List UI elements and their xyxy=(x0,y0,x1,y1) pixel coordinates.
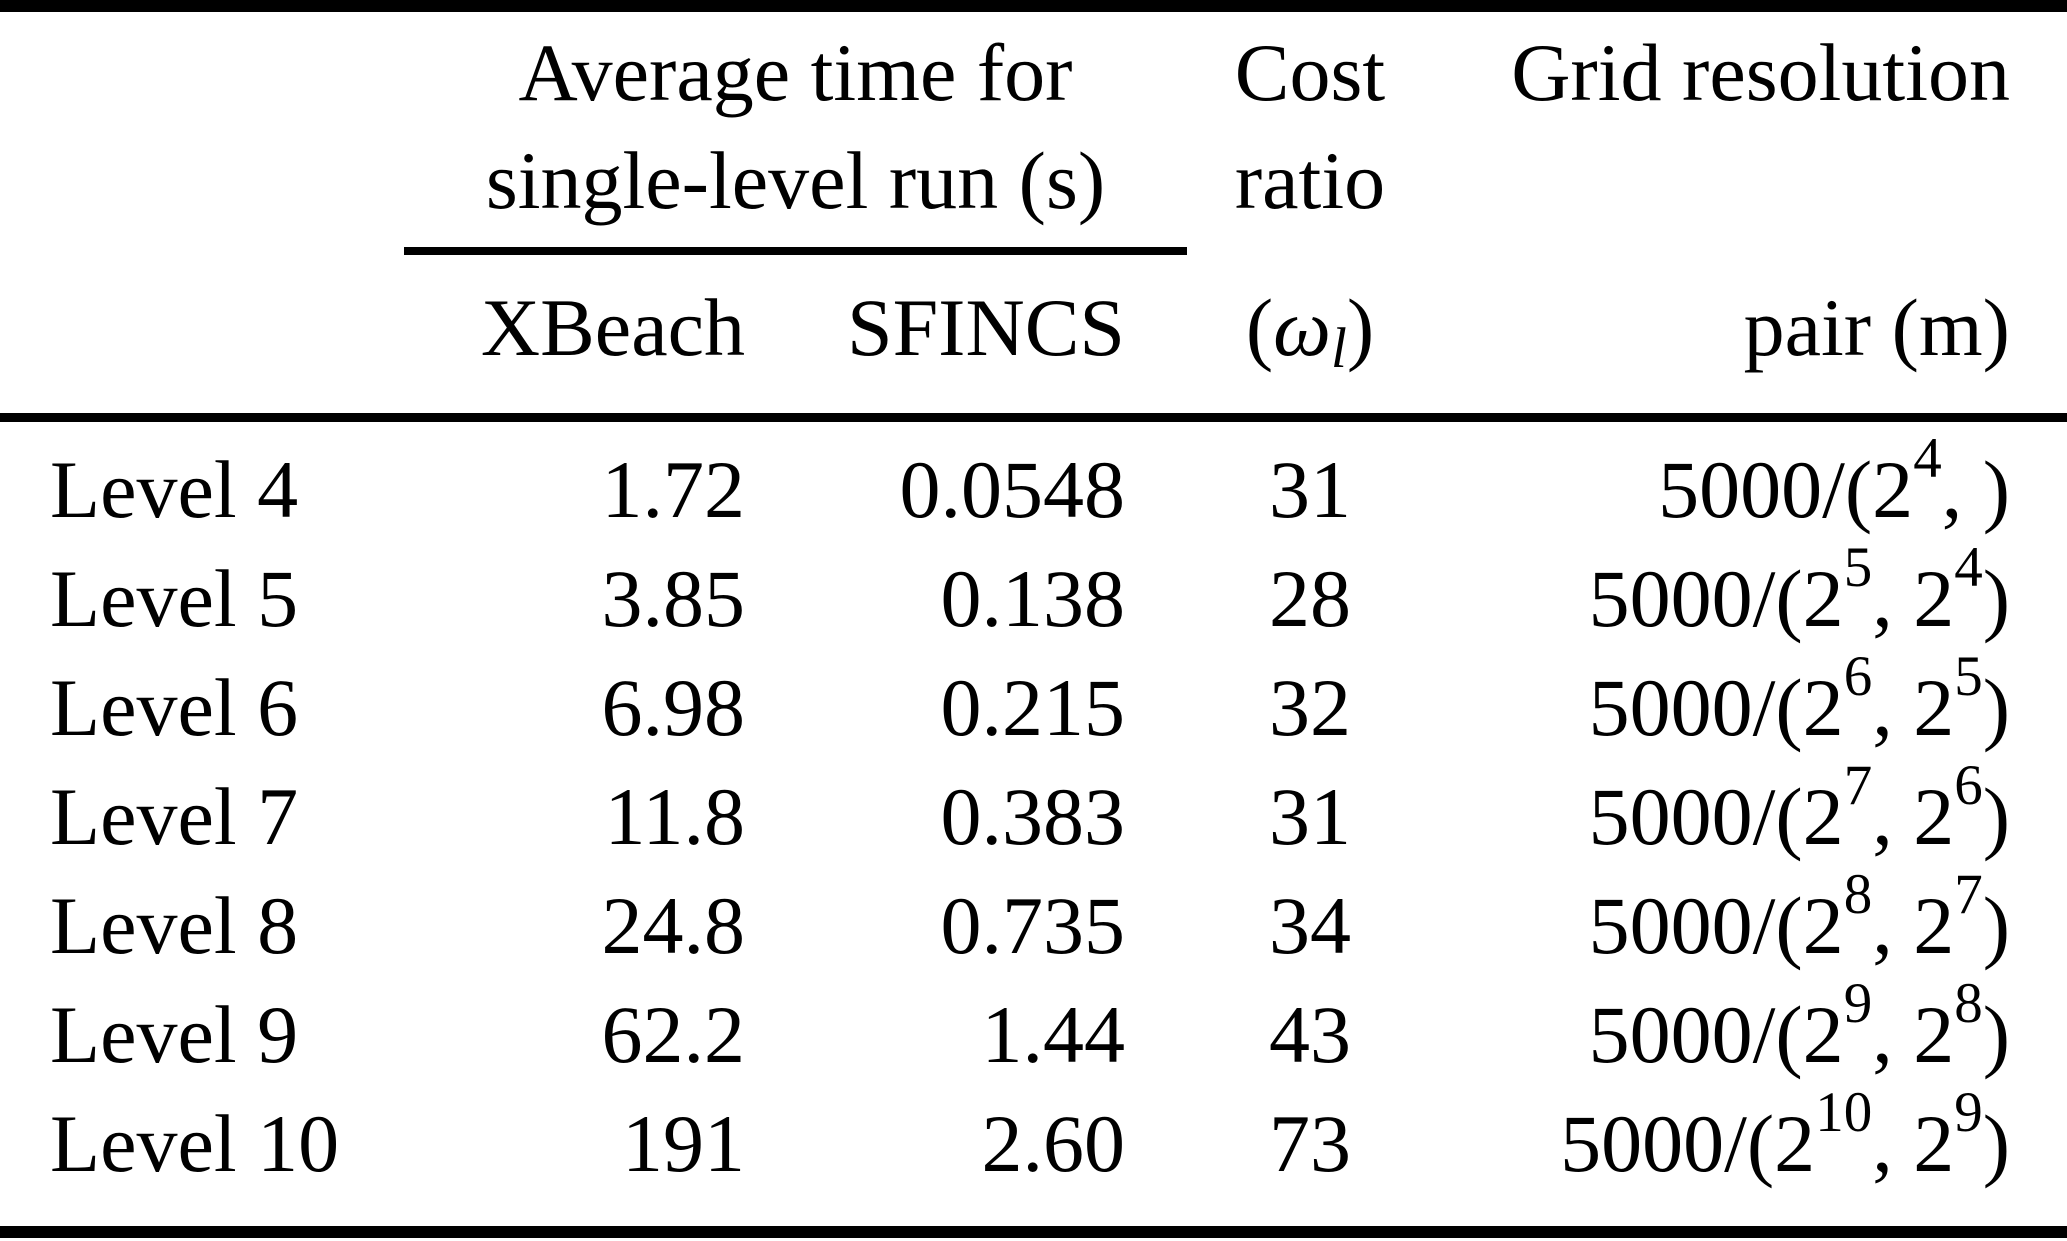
grid-mid: , 2 xyxy=(1872,662,1955,753)
cost-ratio-cell: 43 xyxy=(1269,989,1351,1080)
grid-mid: , 2 xyxy=(1872,771,1955,862)
level-cell: Level 6 xyxy=(50,662,299,753)
grid-mid: , 2 xyxy=(1872,1098,1955,1189)
table-row: Level 6 6.98 0.215 32 5000/(26, 25) xyxy=(0,648,2067,753)
top-rule xyxy=(0,0,2067,12)
grid-resolution-cell: 5000/(24, ) xyxy=(1480,430,2010,531)
grid-exponent-1: 6 xyxy=(1843,645,1873,708)
sfincs-time-cell: 2.60 xyxy=(981,1098,1126,1189)
grid-base: 5000/(2 xyxy=(1588,553,1844,644)
table-row: Level 10 191 2.60 73 5000/(210, 29) xyxy=(0,1084,2067,1189)
grid-close: ) xyxy=(1982,771,2010,862)
level-cell: Level 9 xyxy=(50,989,299,1080)
grid-resolution-cell: 5000/(27, 26) xyxy=(1480,757,2010,858)
cost-ratio-cell: 34 xyxy=(1269,880,1351,971)
group-header-line1: Average time for xyxy=(518,27,1073,118)
subheader-xbeach: XBeach xyxy=(480,282,745,373)
sfincs-time-cell: 1.44 xyxy=(981,989,1126,1080)
subheader-sfincs: SFINCS xyxy=(846,282,1125,373)
paren-close: ) xyxy=(1346,282,1375,373)
grid-mid: , xyxy=(1941,444,1983,535)
level-cell: Level 4 xyxy=(50,444,299,535)
sfincs-time-cell: 0.735 xyxy=(940,880,1126,971)
cost-ratio-cell: 73 xyxy=(1269,1098,1351,1189)
grid-exponent-1: 7 xyxy=(1843,754,1873,817)
level-cell: Level 7 xyxy=(50,771,299,862)
table-row: Level 4 1.72 0.0548 31 5000/(24, ) xyxy=(0,430,2067,535)
grid-exponent-1: 5 xyxy=(1843,536,1873,599)
grid-close: ) xyxy=(1982,444,2010,535)
table-row: Level 9 62.2 1.44 43 5000/(29, 28) xyxy=(0,975,2067,1080)
grid-exponent-1: 9 xyxy=(1843,972,1873,1035)
grid-mid: , 2 xyxy=(1872,553,1955,644)
xbeach-time-cell: 6.98 xyxy=(601,662,746,753)
paren-open: ( xyxy=(1245,282,1274,373)
header-rule xyxy=(0,413,2067,422)
grid-header-line1: Grid resolution xyxy=(1511,27,2010,118)
grid-exponent-1: 10 xyxy=(1815,1081,1873,1144)
cost-ratio-cell: 28 xyxy=(1269,553,1351,644)
table-row: Level 8 24.8 0.735 34 5000/(28, 27) xyxy=(0,866,2067,971)
grid-close: ) xyxy=(1982,553,2010,644)
omega-symbol: ω xyxy=(1273,282,1332,373)
grid-exponent-1: 4 xyxy=(1913,427,1942,490)
grid-base: 5000/(2 xyxy=(1588,880,1844,971)
grid-base: 5000/(2 xyxy=(1588,662,1844,753)
cost-header-line1: Cost xyxy=(1234,27,1386,118)
grid-resolution-cell: 5000/(25, 24) xyxy=(1480,539,2010,640)
grid-mid: , 2 xyxy=(1872,989,1955,1080)
grid-resolution-cell: 5000/(210, 29) xyxy=(1480,1084,2010,1185)
grid-exponent-2: 6 xyxy=(1954,754,1983,817)
cost-ratio-cell: 32 xyxy=(1269,662,1351,753)
level-cell: Level 8 xyxy=(50,880,299,971)
cost-ratio-cell: 31 xyxy=(1269,771,1351,862)
grid-base: 5000/(2 xyxy=(1560,1098,1816,1189)
grid-exponent-1: 8 xyxy=(1843,863,1873,926)
xbeach-time-cell: 1.72 xyxy=(601,444,746,535)
grid-resolution-cell: 5000/(29, 28) xyxy=(1480,975,2010,1076)
level-cell: Level 10 xyxy=(50,1098,340,1189)
grid-resolution-cell: 5000/(26, 25) xyxy=(1480,648,2010,749)
column-group-rule xyxy=(404,247,1187,255)
xbeach-time-cell: 62.2 xyxy=(601,989,746,1080)
sfincs-time-cell: 0.215 xyxy=(940,662,1126,753)
grid-close: ) xyxy=(1982,880,2010,971)
grid-close: ) xyxy=(1982,662,2010,753)
grid-mid: , 2 xyxy=(1872,880,1955,971)
cost-ratio-cell: 31 xyxy=(1269,444,1351,535)
grid-exponent-2: 7 xyxy=(1954,863,1983,926)
grid-exponent-2: 8 xyxy=(1954,972,1983,1035)
grid-exponent-2: 4 xyxy=(1954,536,1983,599)
grid-close: ) xyxy=(1982,989,2010,1080)
omega-subscript: l xyxy=(1331,317,1347,380)
subheader-cost-symbol: (ωl) xyxy=(1140,287,1480,378)
grid-exponent-2: 5 xyxy=(1954,645,1983,708)
level-cell: Level 5 xyxy=(50,553,299,644)
grid-base: 5000/(2 xyxy=(1658,444,1914,535)
xbeach-time-cell: 11.8 xyxy=(604,771,745,862)
table-row: Level 5 3.85 0.138 28 5000/(25, 24) xyxy=(0,539,2067,644)
grid-header-line2: pair (m) xyxy=(1743,282,2010,373)
sfincs-time-cell: 0.0548 xyxy=(899,444,1126,535)
xbeach-time-cell: 191 xyxy=(622,1098,745,1189)
sfincs-time-cell: 0.383 xyxy=(940,771,1126,862)
grid-base: 5000/(2 xyxy=(1588,771,1844,862)
xbeach-time-cell: 3.85 xyxy=(601,553,746,644)
bottom-rule xyxy=(0,1226,2067,1238)
grid-resolution-cell: 5000/(28, 27) xyxy=(1480,866,2010,967)
grid-base: 5000/(2 xyxy=(1588,989,1844,1080)
table-row: Level 7 11.8 0.383 31 5000/(27, 26) xyxy=(0,757,2067,862)
group-header-line2: single-level run (s) xyxy=(485,135,1106,226)
sfincs-time-cell: 0.138 xyxy=(940,553,1126,644)
grid-close: ) xyxy=(1982,1098,2010,1189)
xbeach-time-cell: 24.8 xyxy=(601,880,746,971)
cost-header-line2: ratio xyxy=(1234,135,1386,226)
grid-exponent-2: 9 xyxy=(1954,1081,1983,1144)
